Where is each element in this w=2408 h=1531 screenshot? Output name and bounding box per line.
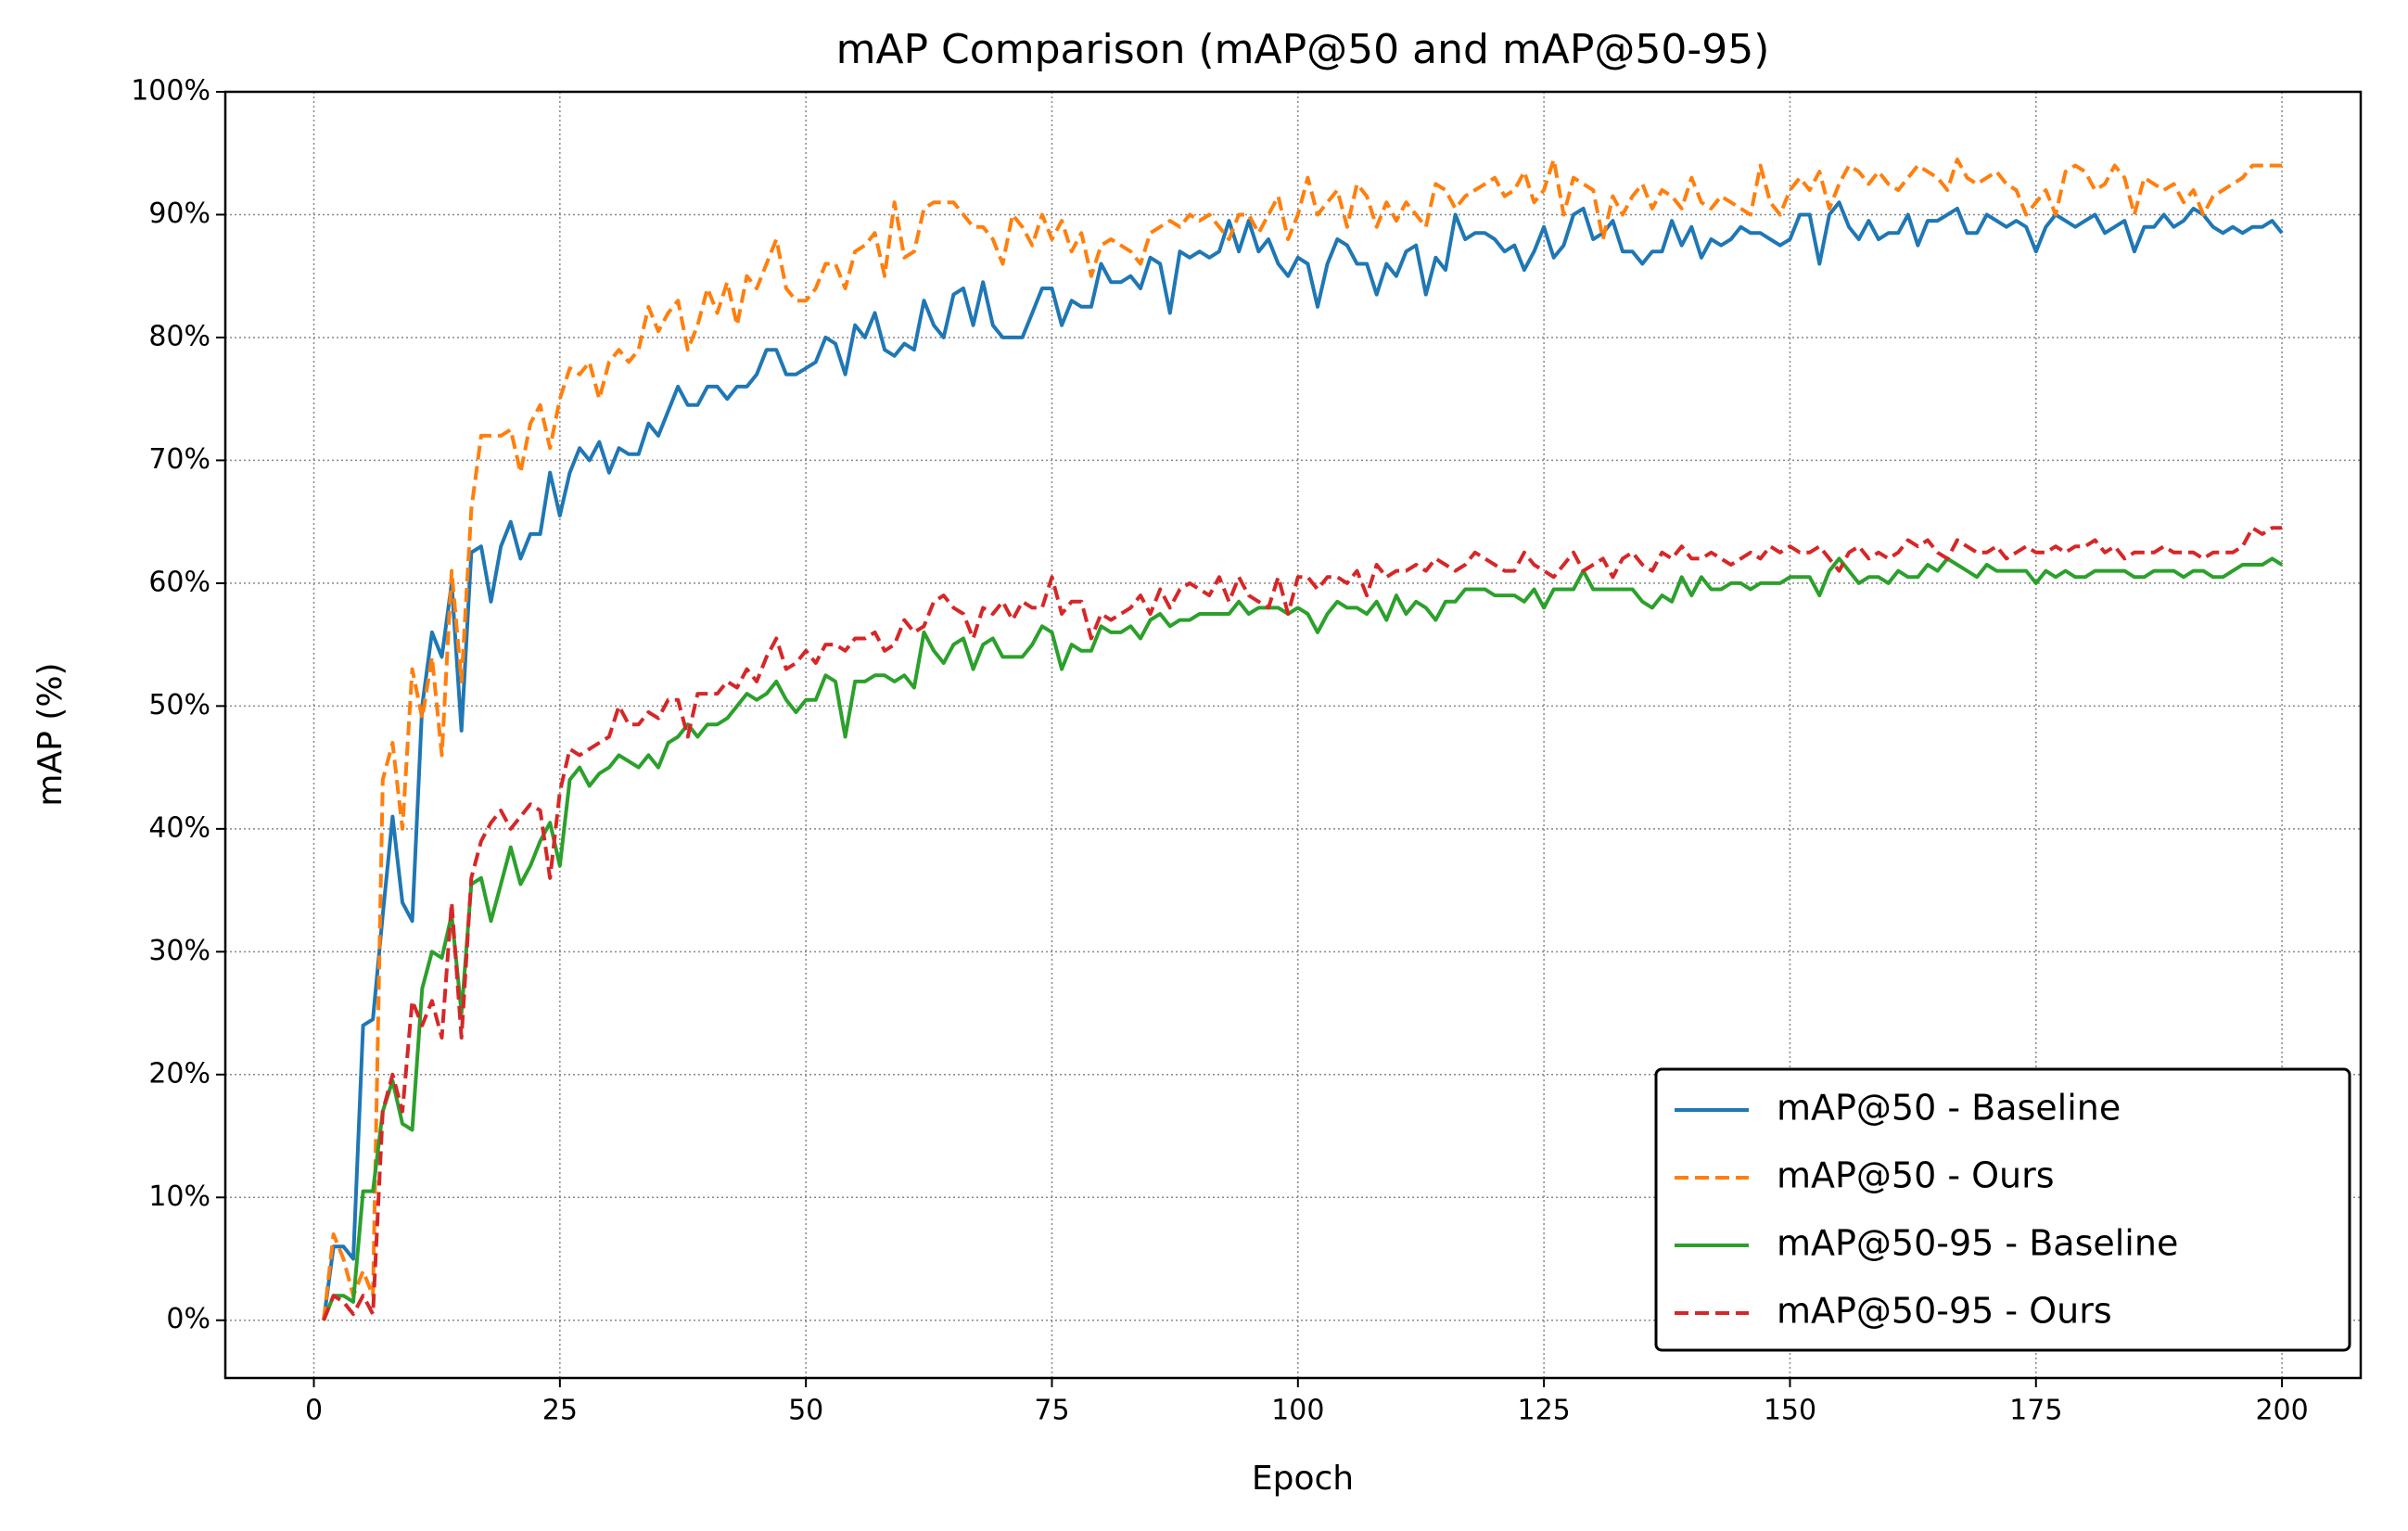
legend-box [1654,1067,2351,1352]
x-axis-label: Epoch [1252,1460,1354,1498]
line-series [322,200,2284,1320]
line-series [322,157,2283,1320]
x-tick-label: 125 [1517,1395,1570,1427]
line-series [322,526,2283,1321]
x-tick-label: 75 [1034,1395,1069,1427]
y-tick-label: 70% [148,443,210,476]
x-tick-label: 100 [1271,1395,1324,1427]
legend-label: mAP@50-95 - Ours [1777,1291,2112,1332]
y-tick-label: 60% [148,566,210,598]
x-tick-label: 25 [542,1395,578,1427]
plot-frame [223,90,2363,1380]
y-axis-label: mAP (%) [32,662,70,806]
x-tick-label: 175 [2009,1395,2062,1427]
y-tick-label: 10% [148,1180,210,1213]
y-tick-label: 100% [131,75,210,108]
line-series [322,556,2284,1321]
legend-label: mAP@50 - Baseline [1777,1088,2121,1129]
x-tick-label: 0 [305,1395,323,1427]
y-tick-label: 80% [148,320,210,352]
y-tick-label: 0% [166,1303,210,1335]
legend-label: mAP@50 - Ours [1777,1155,2055,1196]
x-tick-label: 150 [1764,1395,1816,1427]
y-tick-label: 50% [148,689,210,721]
chart-title: mAP Comparison (mAP@50 and mAP@50-95) [836,26,1770,73]
y-tick-label: 40% [148,811,210,844]
y-tick-label: 90% [148,198,210,230]
legend-label: mAP@50-95 - Baseline [1777,1223,2178,1264]
y-tick-label: 30% [148,935,210,967]
y-tick-label: 20% [148,1057,210,1090]
x-tick-label: 50 [788,1395,823,1427]
legend: mAP@50 - Baseline mAP@50 - Ours mAP@50-95 … [1654,1067,2351,1352]
x-tick-label: 200 [2255,1395,2308,1427]
